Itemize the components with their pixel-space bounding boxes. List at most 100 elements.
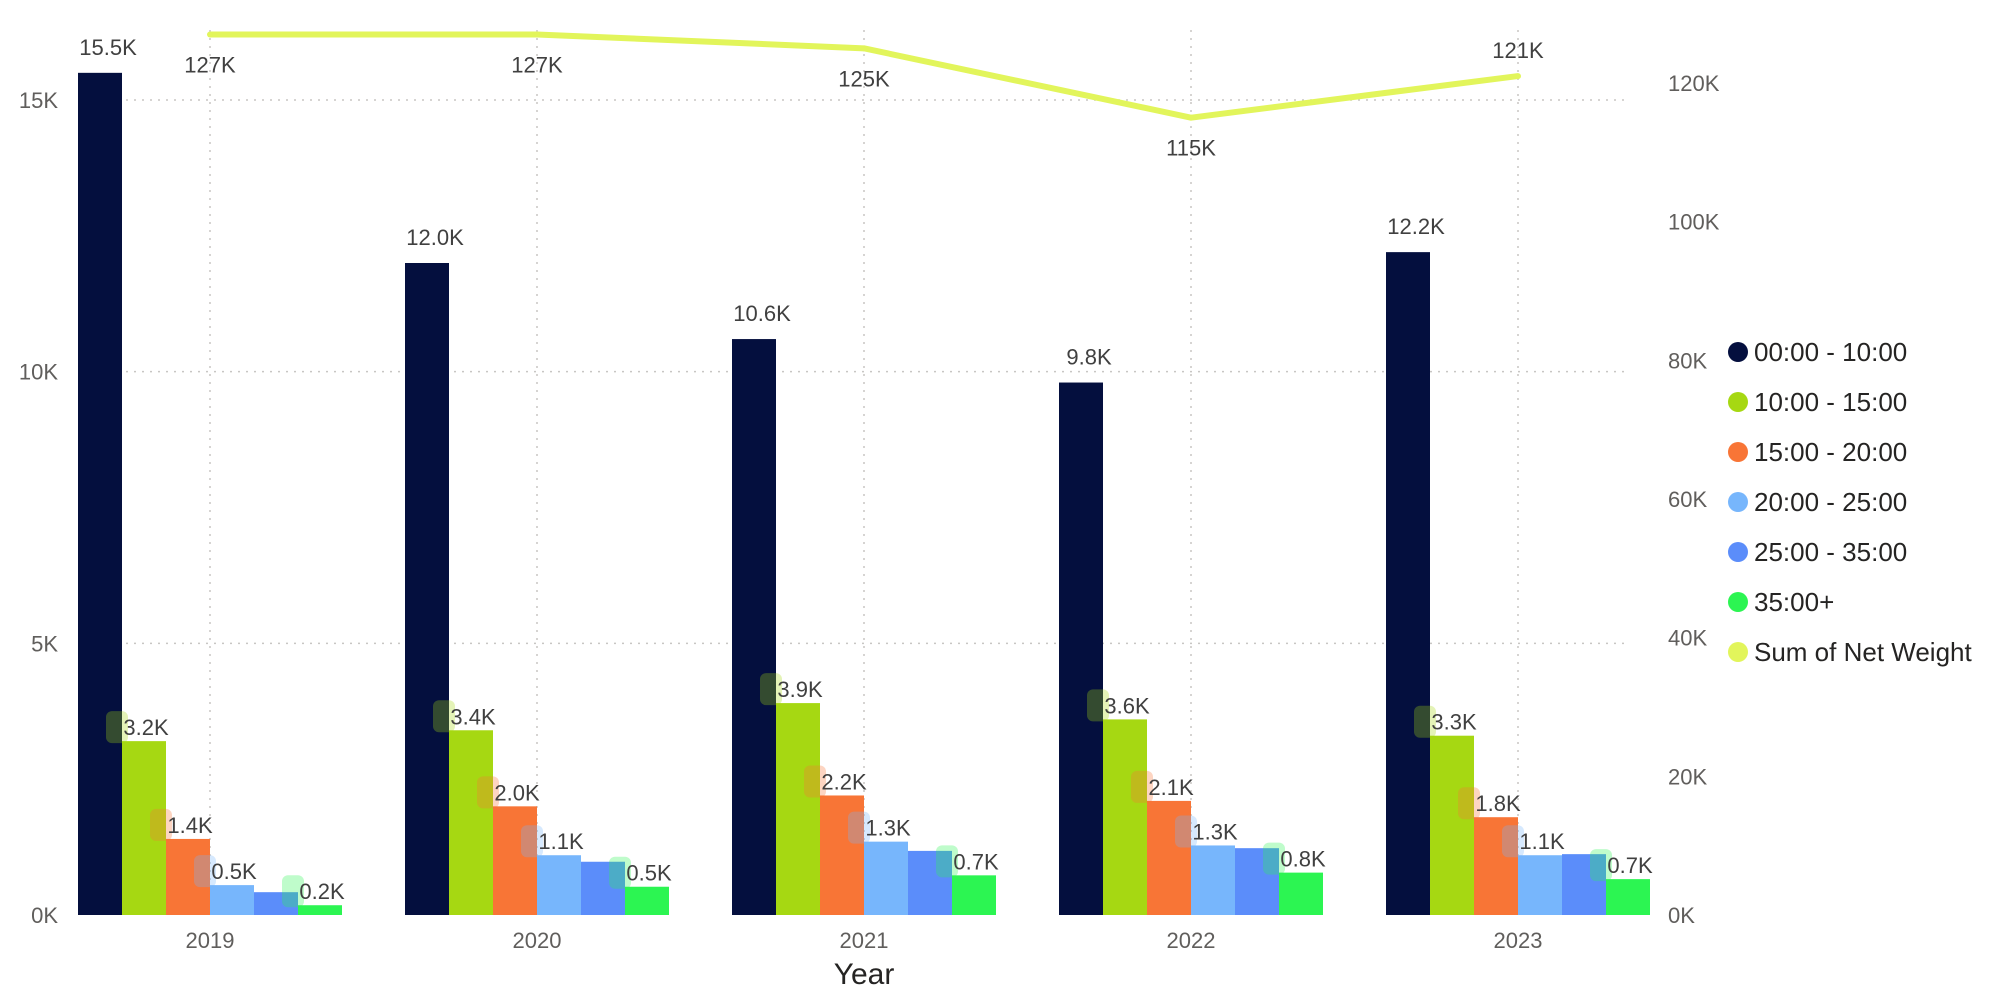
legend-marker [1728, 492, 1748, 512]
y-right-tick-label: 40K [1668, 626, 1707, 651]
bar [298, 905, 342, 915]
bar-label-chip [760, 673, 782, 706]
bar-label-chip [282, 875, 304, 908]
bar-data-label: 3.2K [123, 715, 169, 740]
bar-label-chip [1175, 815, 1197, 848]
bar [1430, 735, 1474, 915]
bar [1518, 855, 1562, 915]
legend-label: 25:00 - 35:00 [1754, 537, 1907, 567]
bar-data-label: 0.8K [1280, 847, 1326, 872]
bar [449, 730, 493, 915]
bar-label-chip [609, 856, 631, 889]
legend-label: 10:00 - 15:00 [1754, 387, 1907, 417]
bar [908, 850, 952, 915]
bar-data-label: 2.0K [494, 780, 540, 805]
bar-label-chip [1414, 705, 1436, 738]
y-right-tick-label: 80K [1668, 348, 1707, 373]
bar-data-label: 3.3K [1431, 710, 1477, 735]
bar [1191, 845, 1235, 915]
bar-data-label: 1.1K [1519, 829, 1565, 854]
legend-label: Sum of Net Weight [1754, 637, 1973, 667]
bar-data-label: 1.8K [1475, 791, 1521, 816]
bar [254, 892, 298, 915]
bar-data-label: 0.7K [953, 849, 999, 874]
bar-data-label: 0.5K [626, 861, 672, 886]
bar [1235, 848, 1279, 915]
legend-marker [1728, 392, 1748, 412]
y-right-tick-label: 120K [1668, 71, 1720, 96]
x-tick-label: 2020 [513, 928, 562, 953]
bar [1474, 817, 1518, 915]
bar-data-label: 0.5K [211, 859, 257, 884]
bar-data-label: 2.1K [1148, 775, 1194, 800]
bar-data-label: 3.9K [777, 677, 823, 702]
x-tick-label: 2021 [840, 928, 889, 953]
bar-data-label: 2.2K [821, 769, 867, 794]
bar [1103, 719, 1147, 915]
bar-data-label: 1.4K [167, 813, 213, 838]
y-left-tick-label: 15K [19, 88, 58, 113]
bar-label-chip [1590, 849, 1612, 882]
legend-label: 15:00 - 20:00 [1754, 437, 1907, 467]
line-data-label: 115K [1166, 136, 1216, 161]
x-tick-label: 2019 [186, 928, 235, 953]
y-left-tick-label: 5K [31, 631, 58, 656]
bar [1386, 252, 1430, 916]
bar [405, 263, 449, 915]
x-tick-label: 2022 [1167, 928, 1216, 953]
bar-label-chip [194, 855, 216, 888]
bar-data-label: 3.6K [1104, 693, 1150, 718]
bar [625, 886, 669, 915]
line-point [1515, 73, 1521, 80]
legend-label: 00:00 - 10:00 [1754, 337, 1907, 367]
x-tick-label: 2023 [1494, 928, 1543, 953]
y-right-tick-label: 60K [1668, 487, 1707, 512]
bar [864, 841, 908, 915]
legend-label: 35:00+ [1754, 587, 1834, 617]
bar-label-chip [1087, 689, 1109, 722]
bar-data-label: 15.5K [79, 35, 137, 60]
bar-label-chip [1263, 842, 1285, 875]
bar-data-label: 1.3K [865, 816, 911, 841]
line-point [861, 45, 867, 52]
bar [537, 855, 581, 915]
line-data-label: 127K [511, 52, 563, 77]
bar [166, 838, 210, 915]
bar-data-label: 9.8K [1066, 345, 1112, 370]
bar-data-label: 1.3K [1192, 819, 1238, 844]
line-data-label: 121K [1492, 38, 1544, 63]
bar-label-chip [433, 700, 455, 733]
line-data-label: 127K [184, 52, 236, 77]
bar-data-label: 0.7K [1607, 853, 1653, 878]
bar [1562, 854, 1606, 915]
legend-marker [1728, 342, 1748, 362]
bar [1279, 872, 1323, 915]
bar-label-chip [150, 808, 172, 841]
legend-marker [1728, 442, 1748, 462]
legend-marker [1728, 592, 1748, 612]
bar-label-chip [936, 845, 958, 878]
line-point [1188, 114, 1194, 121]
bar-data-label: 1.1K [538, 829, 584, 854]
bar-label-chip [1458, 787, 1480, 820]
bar-label-chip [477, 776, 499, 809]
bar [820, 795, 864, 915]
legend-label: 20:00 - 25:00 [1754, 487, 1907, 517]
bar [732, 339, 776, 916]
legend-marker [1728, 542, 1748, 562]
bar [581, 861, 625, 915]
bar-data-label: 12.2K [1387, 214, 1445, 239]
bar-label-chip [521, 825, 543, 858]
bar-label-chip [804, 765, 826, 798]
bar-data-label: 3.4K [450, 704, 496, 729]
bar-label-chip [848, 811, 870, 844]
bar-data-label: 12.0K [406, 225, 464, 250]
line-point [534, 31, 540, 38]
bar [78, 72, 122, 916]
bar [952, 875, 996, 915]
bar [1059, 382, 1103, 915]
bar [122, 741, 166, 915]
legend-marker [1728, 642, 1748, 662]
bar [776, 703, 820, 915]
